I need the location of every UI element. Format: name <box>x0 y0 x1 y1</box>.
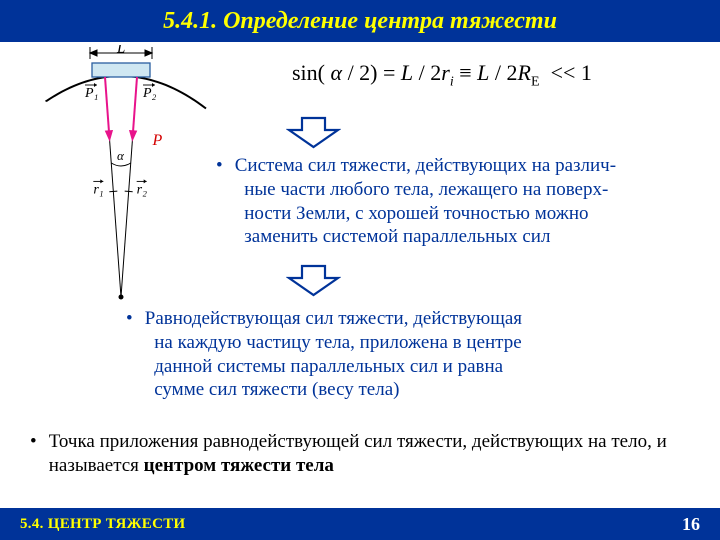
bullet-icon: • <box>126 307 140 331</box>
slide-number: 16 <box>682 514 700 535</box>
paragraph-3: • Точка приложения равнодействующей сил … <box>30 430 690 478</box>
footer-bar: 5.4. ЦЕНТР ТЯЖЕСТИ 16 <box>0 508 720 540</box>
svg-text:r₁: r₁ <box>93 182 103 197</box>
header-bar: 5.4.1. Определение центра тяжести <box>0 0 720 42</box>
footer-section-title: 5.4. ЦЕНТР ТЯЖЕСТИ <box>20 516 186 533</box>
paragraph-2-text: Равнодействующая сил тяжести, действующа… <box>145 307 689 402</box>
svg-text:r₂: r₂ <box>137 182 147 197</box>
gravity-diagram: L P₁ <box>44 45 214 305</box>
bullet-icon: • <box>30 430 44 454</box>
svg-text:P: P <box>152 132 163 149</box>
down-arrow-icon <box>286 114 341 155</box>
paragraph-1-text: Система сил тяжести, действующих на разл… <box>235 154 697 249</box>
formula: sin( α / 2) = L / 2ri ≡ L / 2RE << 1 <box>292 60 592 90</box>
svg-text:P₁: P₁ <box>84 86 98 101</box>
content-area: L P₁ <box>0 42 720 508</box>
page-title: 5.4.1. Определение центра тяжести <box>163 8 557 35</box>
down-arrow-icon <box>286 262 341 303</box>
paragraph-2: • Равнодействующая сил тяжести, действую… <box>126 307 696 402</box>
bullet-icon: • <box>216 154 230 178</box>
paragraph-1: • Система сил тяжести, действующих на ра… <box>216 154 706 249</box>
svg-text:P₂: P₂ <box>142 86 157 101</box>
svg-text:α: α <box>117 148 125 163</box>
svg-text:L: L <box>116 45 125 57</box>
paragraph-3-text: Точка приложения равнодействующей сил тя… <box>49 430 685 478</box>
